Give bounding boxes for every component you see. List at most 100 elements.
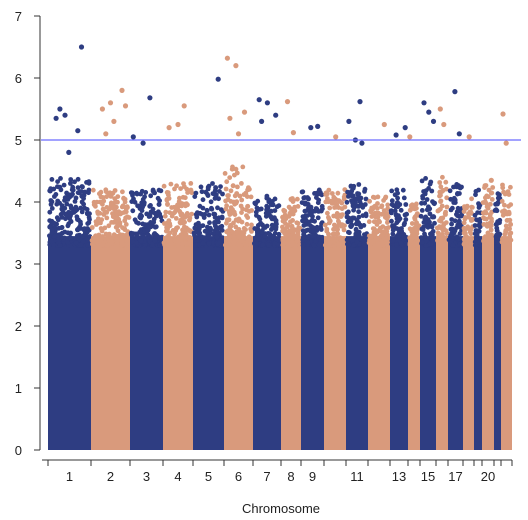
snp-point xyxy=(180,227,185,233)
snp-point xyxy=(265,207,270,213)
snp-point xyxy=(248,226,254,232)
snp-point xyxy=(280,224,285,230)
snp-point xyxy=(287,228,292,234)
snp-point xyxy=(68,192,74,198)
snp-point xyxy=(162,213,168,219)
snp-point xyxy=(419,240,425,245)
snp-point xyxy=(334,231,339,237)
snp-point xyxy=(486,234,491,240)
snp-point xyxy=(74,214,80,220)
snp-point xyxy=(272,241,278,246)
snp-point xyxy=(506,209,512,215)
snp-point xyxy=(235,230,240,236)
snp-point xyxy=(256,235,262,241)
snp-point xyxy=(212,215,218,220)
snp-point xyxy=(189,211,195,217)
snp-point xyxy=(300,189,306,195)
points-layer xyxy=(47,44,514,450)
snp-point xyxy=(447,188,453,194)
snp-point xyxy=(81,196,86,201)
snp-peak-point xyxy=(259,118,265,124)
snp-point xyxy=(120,189,125,195)
snp-point xyxy=(148,210,154,216)
snp-point xyxy=(182,219,188,225)
snp-peak-point xyxy=(62,112,68,118)
snp-point xyxy=(226,242,232,247)
snp-point xyxy=(355,191,360,196)
snp-point xyxy=(440,174,445,180)
snp-point xyxy=(419,226,425,232)
snp-point xyxy=(362,202,368,207)
snp-point xyxy=(249,208,255,213)
snp-point xyxy=(502,202,507,208)
snp-point xyxy=(182,201,187,207)
snp-point xyxy=(323,192,329,197)
snp-point xyxy=(508,202,514,208)
chromosome-band-12 xyxy=(368,236,390,450)
snp-point xyxy=(385,206,391,212)
snp-point xyxy=(209,206,215,212)
snp-point xyxy=(188,181,194,186)
snp-point xyxy=(306,196,311,202)
snp-point xyxy=(109,238,114,244)
snp-point xyxy=(423,188,429,194)
snp-point xyxy=(104,242,110,248)
snp-point xyxy=(437,180,443,185)
snp-point xyxy=(73,240,79,246)
snp-point xyxy=(280,214,285,220)
snp-point xyxy=(463,215,468,220)
y-axis: 0 1 2 3 4 5 6 7 xyxy=(15,9,41,458)
snp-point xyxy=(407,242,413,248)
snp-peak-point xyxy=(503,140,509,146)
snp-point xyxy=(100,234,105,239)
snp-point xyxy=(424,207,430,213)
snp-point xyxy=(472,223,478,228)
snp-point xyxy=(483,195,488,201)
snp-point xyxy=(431,201,437,207)
snp-point xyxy=(198,184,204,190)
snp-point xyxy=(476,202,482,208)
snp-point xyxy=(476,240,482,245)
snp-point xyxy=(356,209,361,215)
snp-point xyxy=(53,192,59,197)
snp-point xyxy=(346,194,351,199)
snp-point xyxy=(223,198,229,204)
snp-point xyxy=(345,237,351,243)
snp-point xyxy=(314,190,320,196)
snp-point xyxy=(104,205,110,210)
snp-point xyxy=(394,242,399,248)
snp-point xyxy=(260,242,266,248)
snp-point xyxy=(75,185,81,191)
snp-point xyxy=(475,210,480,216)
snp-point xyxy=(334,226,340,232)
snp-point xyxy=(363,211,369,217)
snp-point xyxy=(195,210,200,216)
snp-point xyxy=(311,229,317,235)
x-tick-label-chr-17: 17 xyxy=(448,469,462,484)
snp-point xyxy=(68,181,73,186)
snp-point xyxy=(338,214,344,220)
snp-point xyxy=(497,220,502,226)
snp-point xyxy=(283,232,289,238)
snp-point xyxy=(351,242,357,248)
snp-point xyxy=(427,211,433,217)
snp-point xyxy=(408,207,414,213)
snp-point xyxy=(246,234,252,240)
snp-point xyxy=(282,240,287,246)
snp-point xyxy=(423,215,429,221)
snp-peak-point xyxy=(488,177,494,183)
snp-point xyxy=(204,207,210,213)
snp-point xyxy=(327,218,333,224)
snp-point xyxy=(382,236,388,242)
snp-point xyxy=(226,193,231,198)
snp-point xyxy=(499,198,505,204)
snp-point xyxy=(292,204,298,210)
snp-point xyxy=(350,203,356,209)
snp-point xyxy=(182,240,188,246)
snp-point xyxy=(324,226,330,232)
x-tick-label-chr-7: 7 xyxy=(263,469,270,484)
snp-point xyxy=(206,234,211,240)
snp-point xyxy=(379,241,385,247)
snp-point xyxy=(292,242,298,248)
snp-point xyxy=(468,209,474,215)
